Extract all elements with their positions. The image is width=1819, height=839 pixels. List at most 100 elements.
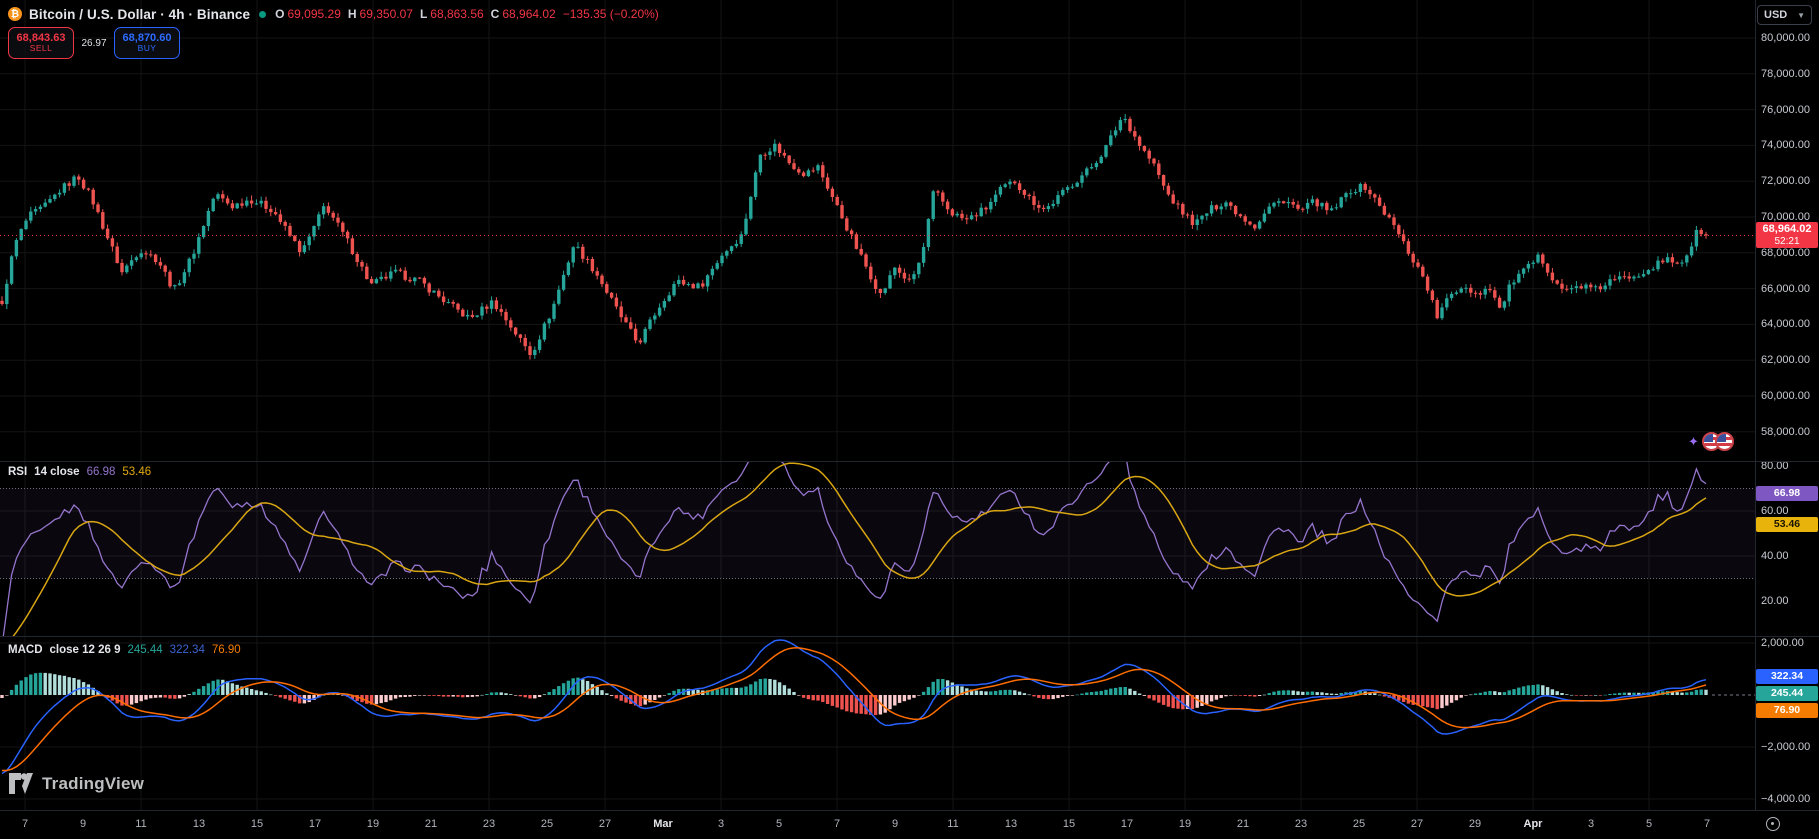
macd-histogram-bar (1521, 686, 1526, 695)
time-label: 7 (833, 818, 841, 830)
macd-histogram-bar (1675, 692, 1679, 695)
price-tick: 76,000.00 (1761, 104, 1810, 116)
candlestick-canvas[interactable] (0, 0, 1755, 461)
macd-histogram-bar (96, 691, 100, 695)
candle-body (57, 192, 62, 195)
us-flag-event-icon[interactable] (1714, 432, 1734, 451)
price-axis[interactable]: 80,000.00 78,000.00 76,000.00 74,000.00 72,0… (1755, 0, 1819, 810)
candle-body (1661, 260, 1665, 263)
candle-body (321, 206, 326, 215)
candle-body (1521, 268, 1526, 274)
macd-histogram-bar (1637, 692, 1641, 695)
macd-histogram-bar (14, 684, 19, 695)
macd-histogram-bar (1262, 694, 1267, 696)
candle-body (269, 208, 273, 213)
candle-body (1373, 194, 1377, 198)
macd-histogram-bar (139, 695, 143, 702)
candle-body (0, 300, 4, 304)
macd-histogram-bar (350, 695, 355, 699)
candle-body (1603, 285, 1607, 290)
rsi-title[interactable]: RSI (8, 466, 28, 478)
time-axis[interactable]: 7 9 11 13 15 17 19 21 23 25 27 Mar 3 5 7 9 11 13 15 17 19 21 2… (0, 810, 1819, 839)
rsi-canvas[interactable] (0, 462, 1755, 636)
sell-button[interactable]: 68,843.63 SELL (8, 27, 74, 59)
macd-canvas[interactable] (0, 637, 1755, 810)
candle-body (960, 213, 964, 219)
macd-histogram-bar (768, 679, 772, 695)
candle-body (1497, 297, 1502, 308)
macd-histogram-bar (422, 695, 427, 696)
candle-body (499, 309, 503, 312)
price-tick: 80,000.00 (1761, 32, 1810, 44)
currency-selector[interactable]: USD ▼ (1757, 5, 1812, 25)
macd-histogram-bar (854, 695, 859, 714)
sparkle-icon[interactable]: ✦ (1688, 433, 1699, 449)
candle-body (403, 270, 407, 280)
candle-body (1358, 183, 1363, 192)
candle-body (720, 255, 724, 264)
macd-histogram-bar (465, 695, 470, 698)
candle-body (552, 303, 556, 319)
candle-body (1032, 196, 1036, 205)
candle-body (763, 154, 767, 156)
main-chart-pane[interactable] (0, 0, 1755, 461)
candle-body (336, 217, 340, 223)
pane-separator[interactable] (0, 636, 1819, 637)
macd-histogram-bar (600, 690, 604, 695)
price-axis-separator (1755, 0, 1756, 810)
candle-body (1656, 260, 1660, 270)
candle-body (1349, 193, 1353, 195)
macd-histogram-bar (0, 695, 4, 698)
time-label: 11 (135, 818, 147, 830)
candle-body (1617, 276, 1622, 280)
macd-pane[interactable] (0, 637, 1755, 810)
candle-body (1685, 255, 1689, 263)
candle-body (753, 172, 758, 197)
price-tick: 74,000.00 (1761, 139, 1810, 151)
macd-histogram-bar (134, 695, 139, 704)
macd-histogram-bar (969, 689, 974, 695)
candle-body (758, 154, 763, 173)
macd-histogram-bar (878, 695, 883, 715)
tradingview-logo[interactable]: TradingView (8, 772, 144, 796)
candle-body (513, 327, 518, 335)
candle-body (379, 276, 383, 280)
buy-button[interactable]: 68,870.60 BUY (114, 27, 180, 59)
candle-body (1637, 276, 1641, 278)
buy-label: BUY (137, 43, 157, 54)
macd-tick: −4,000.00 (1761, 793, 1811, 805)
symbol-title[interactable]: Bitcoin / U.S. Dollar · 4h · Binance (29, 6, 251, 22)
macd-histogram-bar (67, 677, 71, 695)
candle-body (5, 283, 9, 305)
macd-histogram-bar (528, 695, 532, 699)
candle-body (14, 240, 19, 257)
macd-histogram-bar (725, 688, 729, 695)
macd-histogram-bar (1685, 692, 1689, 695)
pane-separator[interactable] (0, 461, 1819, 462)
rsi-tick: 20.00 (1761, 595, 1789, 607)
rsi-pane[interactable] (0, 462, 1755, 636)
timezone-clock-icon[interactable] (1766, 817, 1780, 831)
time-label: 17 (1120, 818, 1134, 830)
macd-histogram-bar (504, 693, 508, 695)
macd-histogram-bar (1593, 695, 1598, 696)
candle-body (619, 306, 623, 318)
candle-body (273, 212, 278, 215)
macd-title[interactable]: MACD (8, 644, 43, 656)
candle-body (1104, 145, 1108, 157)
candle-body (1214, 205, 1219, 210)
candle-body (1435, 300, 1439, 319)
macd-histogram-bar (336, 694, 340, 695)
macd-histogram-bar (297, 695, 302, 704)
candle-body (681, 279, 686, 285)
macd-histogram-bar (1694, 689, 1699, 695)
candle-body (494, 300, 499, 310)
macd-histogram-bar (24, 677, 28, 695)
candle-body (9, 256, 14, 284)
candle-body (1454, 292, 1459, 294)
candle-body (1363, 183, 1367, 190)
macd-histogram-bar (1435, 695, 1439, 710)
macd-histogram-bar (1411, 695, 1415, 705)
candle-body (873, 279, 878, 289)
macd-histogram-bar (1233, 695, 1238, 696)
